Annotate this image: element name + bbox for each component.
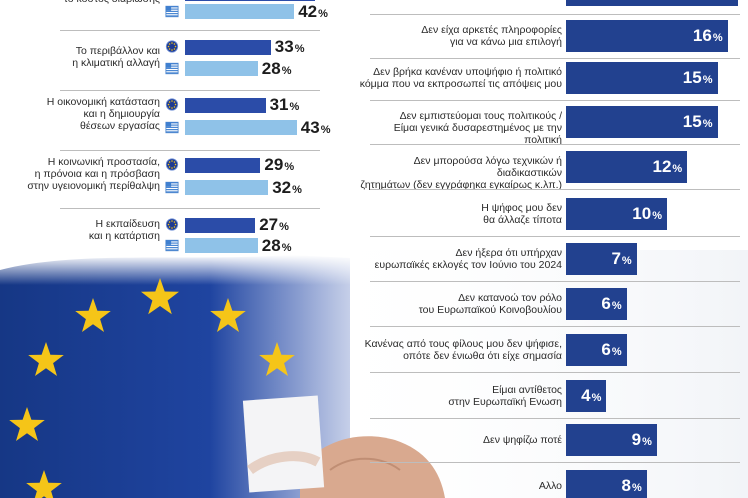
eu-bar-value: 29% [264,155,295,174]
group-separator [60,208,320,209]
right-bar-value: 15% [682,68,713,87]
right-bar: 6% [566,288,627,320]
greek-bar [185,120,297,135]
greek-bar [185,4,295,19]
greek-bar-value: 43% [300,118,331,137]
eu-flag-icon [165,98,179,111]
row-separator [370,100,740,101]
eu-bar [185,40,271,55]
eu-flag-icon [165,218,179,231]
right-category-label: Κανένας από τους φίλους μου δεν ψήφισε, ο… [364,338,562,362]
right-category-label: Είμαι αντίθετος στην Ευρωπαϊκή Ενωση [448,384,562,408]
right-category-label: Δεν κατανοώ τον ρόλο του Ευρωπαϊκού Κοινο… [418,292,562,316]
right-bar-value: 6% [601,340,622,359]
right-category-label: Δεν ήξερα ότι υπήρχαν ευρωπαϊκές εκλογές … [374,247,562,271]
right-category-label: Δεν βρήκα κανέναν υποψήφιο ή πολιτικό κόμ… [359,66,562,90]
group-separator [60,30,320,31]
left-category-label: Η κοινωνική προστασία, η πρόνοια και η πρ… [27,156,160,192]
right-category-label: Δεν ψηφίζω ποτέ [483,434,562,446]
greek-flag-icon [165,239,179,252]
star-icon [9,407,45,441]
eu-flag-icon [165,158,179,171]
left-category-label: Η οικονομική κατάσταση και η δημιουργία θέ… [46,96,160,132]
eu-bar [185,158,261,173]
right-bar-value: 12% [652,157,683,176]
right-bar: 15% [566,106,718,138]
star-icon [259,342,295,376]
right-bar: 4% [566,380,607,412]
group-separator [60,150,320,151]
star-icon [26,470,62,498]
greek-bar [185,238,258,253]
right-bar: 8% [566,470,647,498]
row-separator [370,372,740,373]
row-separator [370,281,740,282]
greek-flag-icon [165,62,179,75]
right-category-label: Αλλο [538,480,562,492]
right-category-label: Δεν εμπιστεύομαι τους πολιτικούς / Είμαι … [393,110,562,146]
eu-bar-value: 27% [259,215,289,234]
right-bar: 10% [566,198,667,230]
eu-bar [185,218,256,233]
right-bar: 12% [566,151,688,183]
greek-bar-value: 28% [261,59,292,78]
row-separator [370,236,740,237]
row-separator [370,462,740,463]
left-category-label: το κόστος διαβίωσης [0,0,160,5]
right-bar-value: 4% [581,386,602,405]
right-category-label: Δεν είχα αρκετές πληροφορίες για να κάνω … [421,24,562,48]
greek-bar-value: 32% [272,178,302,197]
row-separator [370,144,740,145]
right-category-label: Η ψήφος μου δεν θα άλλαζε τίποτα [481,202,562,226]
right-category-label: Δεν μπορούσα λόγω τεχνικών ή διαδικαστικ… [360,155,562,191]
eu-bar [185,98,266,113]
left-category-label: Η εκπαίδευση και η κατάρτιση [88,218,160,242]
row-separator [370,14,740,15]
row-separator [370,326,740,327]
right-bar-value: 6% [601,294,622,313]
eu-bar-value: 33% [274,37,305,56]
right-bar-value: 10% [632,204,662,223]
group-separator [60,90,320,91]
row-separator [370,418,740,419]
row-separator [370,58,740,59]
left-category-label: Το περιβάλλον και η κλιματική αλλαγή [72,45,160,69]
greek-flag-icon [165,181,179,194]
right-bar-cropped [566,0,738,6]
star-icon [75,298,111,332]
right-bar-value: 15% [682,112,713,131]
right-bar-value: 7% [611,249,632,268]
row-separator [370,189,740,190]
eu-bar-value: 31% [269,95,300,114]
eu-stars [9,278,295,498]
star-icon [210,298,246,332]
eu-flag-icon [165,40,179,53]
hand-with-ballot [242,395,445,498]
right-bar: 9% [566,424,657,456]
star-icon [141,278,179,315]
eu-bar [185,0,315,1]
right-bar: 15% [566,62,718,94]
right-bar-value: 8% [621,476,642,495]
greek-flag-icon [165,5,179,18]
right-bar: 7% [566,243,637,275]
right-bar-value: 9% [631,430,652,449]
right-bar: 16% [566,20,728,52]
right-bar-value: 16% [692,26,723,45]
greek-flag-icon [165,121,179,134]
greek-bar [185,61,258,76]
greek-bar [185,180,269,195]
star-icon [28,342,64,376]
right-bar: 6% [566,334,627,366]
greek-bar-value: 42% [298,2,328,21]
greek-bar-value: 28% [261,236,292,255]
